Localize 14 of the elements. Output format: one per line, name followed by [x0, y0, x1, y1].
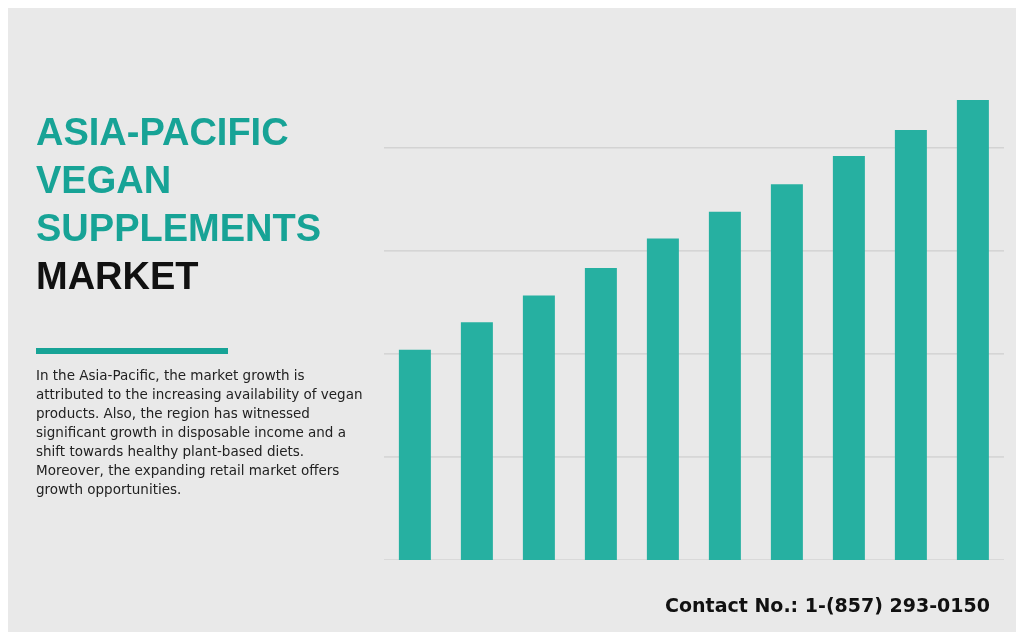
text: ASIA-PACIFIC VEGAN SUPPLEMENTS	[36, 110, 323, 251]
bar	[956, 100, 989, 560]
bar	[832, 156, 865, 560]
text: MARKET	[36, 254, 200, 299]
bar	[646, 238, 679, 560]
bar	[770, 184, 803, 560]
bar	[708, 211, 741, 560]
bar	[522, 295, 555, 560]
bar	[894, 129, 927, 560]
text: In the Asia-Pacific, the market growth is attributed to the increasing availability of vegan products. Also, the region has witnessed significant growth in disposable income and a shift towards healthy plant-based diets. Moreover, the expanding retail market offers growth opportunities.	[36, 366, 364, 499]
text: Contact No.: 1-(857) 293-0150	[665, 594, 990, 616]
bar	[398, 349, 431, 560]
bar	[460, 322, 493, 560]
bar	[584, 267, 617, 560]
